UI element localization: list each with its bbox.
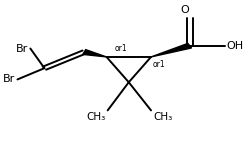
Text: CH₃: CH₃ (86, 112, 105, 122)
Text: or1: or1 (115, 44, 127, 53)
Text: Br: Br (3, 74, 15, 84)
Text: Br: Br (16, 43, 28, 54)
Text: or1: or1 (152, 60, 165, 69)
Polygon shape (83, 50, 107, 57)
Polygon shape (151, 43, 192, 57)
Text: O: O (181, 5, 189, 15)
Text: CH₃: CH₃ (153, 112, 173, 122)
Text: OH: OH (226, 41, 243, 51)
